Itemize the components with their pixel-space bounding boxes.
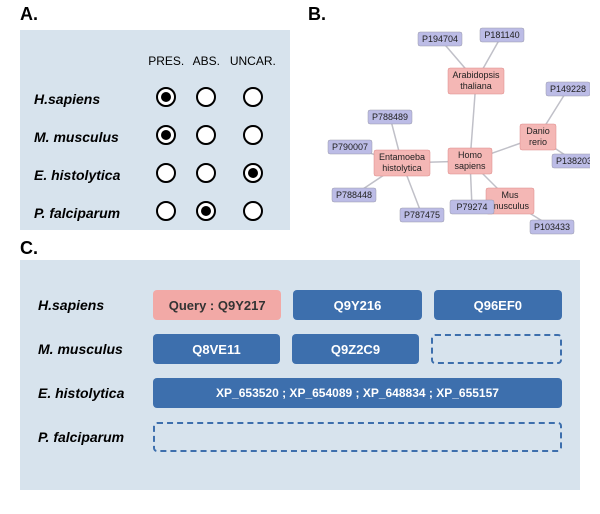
node-label: sapiens — [454, 161, 486, 171]
node-label: Mus — [501, 190, 519, 200]
node-label: P138203 — [556, 156, 590, 166]
node-label: Entamoeba — [379, 152, 425, 162]
species-label: P. falciparum — [34, 194, 143, 232]
radio-option[interactable] — [156, 125, 176, 145]
c-row: H.sapiens Query : Q9Y217 Q9Y216 Q96EF0 — [38, 290, 562, 320]
node-label: P181140 — [484, 30, 519, 40]
node-label: P788489 — [372, 112, 408, 122]
radio-option[interactable] — [156, 163, 176, 183]
id-cell: Q8VE11 — [153, 334, 280, 364]
col-header: ABS. — [189, 42, 224, 80]
label-a: A. — [20, 4, 38, 25]
radio-option[interactable] — [196, 163, 216, 183]
radio-option[interactable] — [196, 125, 216, 145]
node-label: Homo — [458, 150, 482, 160]
radio-option[interactable] — [243, 201, 263, 221]
species-label: P. falciparum — [38, 429, 143, 445]
radio-option[interactable] — [243, 87, 263, 107]
radio-option[interactable] — [243, 163, 263, 183]
empty-cell — [431, 334, 562, 364]
node-label: P787475 — [404, 210, 440, 220]
id-cell: Query : Q9Y217 — [153, 290, 281, 320]
node-label: P790007 — [332, 142, 368, 152]
panel-a: PRES.ABS.UNCAR. H.sapiensM. musculusE. h… — [20, 30, 290, 230]
node-label: P194704 — [422, 34, 458, 44]
col-header: UNCAR. — [224, 42, 282, 80]
node-label: histolytica — [382, 163, 422, 173]
radio-option[interactable] — [156, 201, 176, 221]
radio-option[interactable] — [196, 201, 216, 221]
node-label: musculus — [491, 201, 530, 211]
id-cell: Q96EF0 — [434, 290, 562, 320]
radio-table: PRES.ABS.UNCAR. H.sapiensM. musculusE. h… — [34, 42, 282, 232]
empty-cell — [153, 422, 562, 452]
radio-option[interactable] — [156, 87, 176, 107]
radio-option[interactable] — [196, 87, 216, 107]
network-svg: Homosapiens Arabidopsisthaliana Entamoebah… — [300, 10, 590, 240]
species-label: H.sapiens — [38, 297, 143, 313]
node-label: P149228 — [550, 84, 586, 94]
c-row: E. histolytica XP_653520 ; XP_654089 ; XP… — [38, 378, 562, 408]
species-label: M. musculus — [38, 341, 143, 357]
c-row: M. musculus Q8VE11 Q9Z2C9 — [38, 334, 562, 364]
panel-b: Homosapiens Arabidopsisthaliana Entamoebah… — [300, 10, 590, 240]
species-label: E. histolytica — [38, 385, 143, 401]
species-label: H.sapiens — [34, 80, 143, 118]
species-label: E. histolytica — [34, 156, 143, 194]
radio-option[interactable] — [243, 125, 263, 145]
node-label: P103433 — [534, 222, 570, 232]
node-label: P79274 — [456, 202, 487, 212]
node-label: P788448 — [336, 190, 372, 200]
c-row: P. falciparum — [38, 422, 562, 452]
node-label: Danio — [526, 126, 550, 136]
node-label: Arabidopsis — [452, 70, 500, 80]
id-cell: Q9Y216 — [293, 290, 421, 320]
id-cell: Q9Z2C9 — [292, 334, 419, 364]
species-label: M. musculus — [34, 118, 143, 156]
col-header: PRES. — [143, 42, 189, 80]
node-label: rerio — [529, 137, 547, 147]
node-label: thaliana — [460, 81, 492, 91]
panel-c: H.sapiens Query : Q9Y217 Q9Y216 Q96EF0 M. mu… — [20, 260, 580, 490]
id-cell: XP_653520 ; XP_654089 ; XP_648834 ; XP_6… — [153, 378, 562, 408]
label-c: C. — [20, 238, 38, 259]
